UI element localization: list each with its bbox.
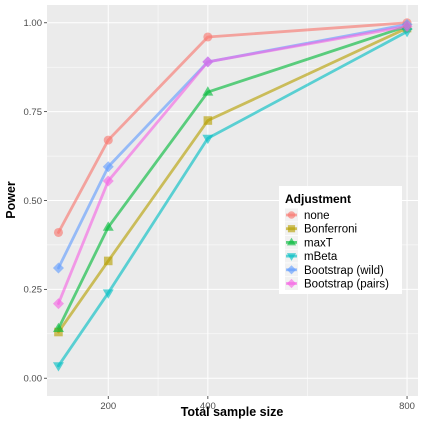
legend-box: [279, 186, 402, 294]
data-point: [102, 221, 114, 231]
data-point: [102, 289, 114, 299]
legend-key-marker: [286, 237, 297, 246]
y-tick-label: 0.00: [24, 374, 43, 385]
legend-key: [285, 263, 298, 277]
x-axis-ticks: 200 400 800: [100, 396, 415, 412]
legend-key-marker: [287, 211, 296, 219]
legend-label: maxT: [304, 237, 333, 249]
legend-key: [285, 208, 298, 222]
data-point: [203, 116, 213, 125]
data-point: [401, 20, 413, 32]
legend-key: [285, 235, 298, 249]
series-line: [57, 21, 409, 234]
series-points: [52, 18, 413, 372]
x-tick-label: 400: [200, 401, 216, 412]
data-point: [52, 298, 64, 310]
data-point: [102, 175, 114, 187]
data-point: [202, 86, 214, 96]
data-point: [52, 262, 64, 274]
y-tick-label: 1.00: [24, 18, 43, 29]
legend-label: Bootstrap (wild): [304, 265, 384, 277]
data-point: [103, 135, 113, 145]
data-point: [52, 322, 64, 333]
series-lines: [57, 21, 409, 368]
legend-title: Adjustment: [285, 192, 351, 206]
series-line: [57, 24, 409, 305]
y-axis-title: Power: [4, 181, 18, 219]
data-point: [203, 32, 213, 42]
x-tick-label: 200: [100, 401, 116, 412]
data-point: [202, 134, 214, 145]
legend-key-marker: [286, 253, 297, 261]
series-line: [57, 24, 409, 330]
legend-key-marker: [287, 225, 296, 233]
data-point: [202, 56, 214, 68]
legend-key: [285, 222, 298, 236]
y-tick-label: 0.75: [24, 107, 43, 118]
data-point: [102, 161, 114, 173]
data-point: [52, 362, 64, 372]
data-point: [401, 28, 413, 38]
y-tick-label: 0.50: [24, 196, 43, 207]
data-point: [53, 227, 63, 238]
data-point: [103, 256, 113, 266]
series-line: [57, 30, 409, 368]
legend-key-marker: [286, 278, 297, 289]
y-axis-ticks: 0.00 0.25 0.50 0.75 1.00: [24, 18, 47, 385]
legend-label: mBeta: [304, 251, 338, 263]
legend-label: Bonferroni: [304, 224, 357, 236]
legend-label: Bootstrap (pairs): [304, 279, 389, 291]
legend-label: none: [304, 210, 330, 222]
y-tick-label: 0.25: [24, 285, 43, 296]
x-tick-label: 800: [399, 401, 415, 412]
legend-key: [285, 277, 298, 290]
x-axis-title: Total sample size: [181, 405, 284, 419]
series-line: [57, 26, 409, 334]
legend-key-marker: [286, 265, 297, 275]
legend-key: [285, 249, 298, 263]
